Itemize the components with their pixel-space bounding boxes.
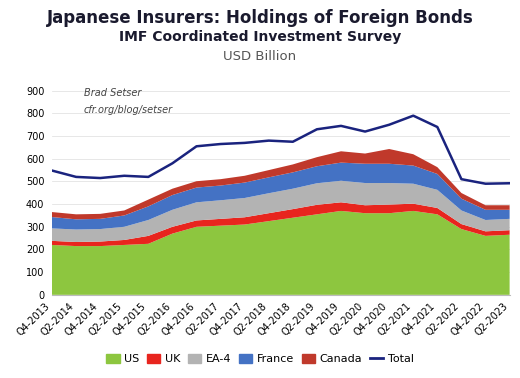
Text: IMF Coordinated Investment Survey: IMF Coordinated Investment Survey: [119, 30, 401, 44]
Total: [49, 168, 55, 173]
Total: [73, 175, 79, 179]
Total: [506, 181, 513, 186]
Legend: US, UK, EA-4, France, Canada, Total: US, UK, EA-4, France, Canada, Total: [102, 350, 418, 369]
Text: cfr.org/blog/setser: cfr.org/blog/setser: [84, 105, 173, 115]
Total: [242, 141, 248, 145]
Total: [145, 175, 151, 179]
Total: [434, 125, 440, 129]
Total: [410, 113, 417, 118]
Total: [314, 127, 320, 132]
Text: Japanese Insurers: Holdings of Foreign Bonds: Japanese Insurers: Holdings of Foreign B…: [47, 9, 473, 28]
Total: [362, 129, 368, 134]
Total: [338, 124, 344, 128]
Total: [170, 161, 176, 166]
Total: [193, 144, 200, 149]
Total: [386, 122, 392, 127]
Total: [121, 174, 127, 178]
Total: [458, 177, 464, 181]
Total: [266, 138, 272, 143]
Text: USD Billion: USD Billion: [224, 50, 296, 63]
Total: [483, 181, 489, 186]
Total: [217, 142, 224, 146]
Text: Brad Setser: Brad Setser: [84, 88, 141, 98]
Line: Total: Total: [52, 116, 510, 184]
Total: [97, 176, 103, 180]
Total: [290, 139, 296, 144]
